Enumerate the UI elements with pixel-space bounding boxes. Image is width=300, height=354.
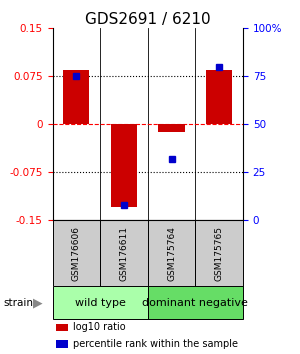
Title: GDS2691 / 6210: GDS2691 / 6210	[85, 12, 211, 27]
Text: GSM176606: GSM176606	[72, 226, 81, 281]
Text: GSM175765: GSM175765	[215, 226, 224, 281]
Bar	[148, 286, 243, 319]
Bar	[56, 340, 68, 348]
Bar	[148, 220, 195, 286]
Text: strain: strain	[3, 298, 33, 308]
Bar	[206, 70, 232, 124]
Bar	[52, 286, 148, 319]
Bar	[111, 124, 137, 207]
Bar	[158, 124, 185, 132]
Bar	[52, 220, 100, 286]
Bar	[195, 220, 243, 286]
Text: percentile rank within the sample: percentile rank within the sample	[74, 339, 238, 349]
Text: GSM175764: GSM175764	[167, 226, 176, 281]
Text: dominant negative: dominant negative	[142, 298, 248, 308]
Text: wild type: wild type	[75, 298, 126, 308]
Bar	[56, 324, 68, 331]
Text: GSM176611: GSM176611	[119, 226, 128, 281]
Text: log10 ratio: log10 ratio	[74, 322, 126, 332]
Bar	[100, 220, 148, 286]
Text: ▶: ▶	[33, 296, 42, 309]
Bar	[63, 70, 89, 124]
